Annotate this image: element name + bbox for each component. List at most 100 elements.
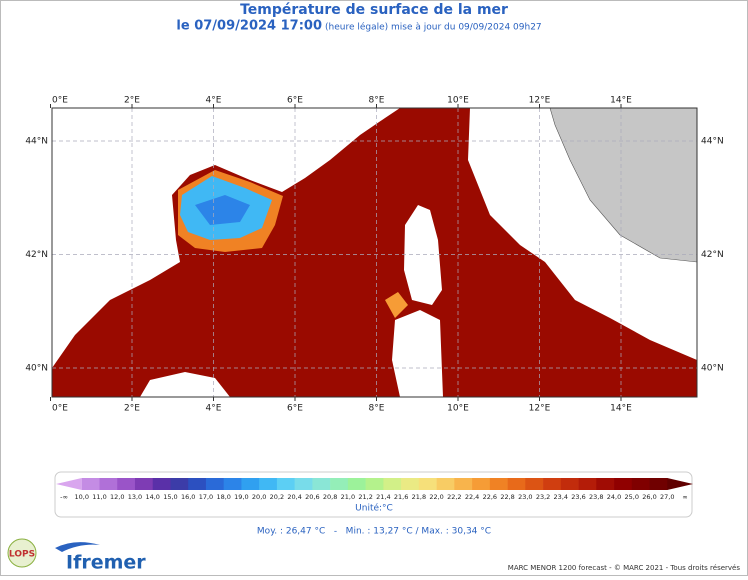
- colorbar-cell: [276, 478, 295, 490]
- bonifacio-front: [385, 292, 408, 318]
- lat-label-left: 42°N: [25, 250, 48, 260]
- colorbar-end: [667, 478, 693, 490]
- colorbar-label: 23,4: [554, 493, 568, 501]
- colorbar-cell: [436, 478, 455, 490]
- colorbar-label: 15,0: [163, 493, 177, 501]
- colorbar-label: 21,2: [358, 493, 372, 501]
- colorbar-label: 20,2: [270, 493, 284, 501]
- colorbar-cell: [543, 478, 562, 490]
- colorbar-label: 18,0: [216, 493, 230, 501]
- lops-text: LOPS: [9, 550, 35, 560]
- colorbar-label: 23,0: [518, 493, 532, 501]
- colorbar-cell: [99, 478, 118, 490]
- lat-label-left: 40°N: [25, 364, 48, 374]
- colorbar-label: 22,2: [447, 493, 461, 501]
- lon-label-bottom: 8°E: [369, 404, 385, 414]
- colorbar-cell: [365, 478, 384, 490]
- corsica-sardinia: [392, 205, 443, 397]
- lon-label-top: 10°E: [447, 96, 469, 106]
- map-border: [51, 107, 698, 398]
- colorbar-cell: [383, 478, 402, 490]
- colorbar-label: 27,0: [660, 493, 674, 501]
- lon-label-bottom: 14°E: [610, 404, 632, 414]
- ifremer-text: Ifremer: [66, 552, 146, 574]
- lon-label-top: 2°E: [124, 96, 140, 106]
- footer: MARC MENOR 1200 forecast - © MARC 2021 -…: [508, 564, 741, 572]
- title: Température de surface de la mer: [240, 2, 508, 18]
- colorbar-label: 23,2: [536, 493, 550, 501]
- lon-label-top: 12°E: [529, 96, 551, 106]
- colorbar-cell: [259, 478, 278, 490]
- colorbar-label: -∞: [60, 493, 68, 501]
- colorbar-end: [56, 478, 82, 490]
- colorbar-cell: [418, 478, 437, 490]
- colorbar-label: 16,0: [181, 493, 195, 501]
- lon-label-top: 14°E: [610, 96, 632, 106]
- balearic: [140, 372, 230, 397]
- date: le 07/09/2024 17:00: [176, 19, 322, 34]
- colorbar-cell: [489, 478, 508, 490]
- colorbar-cell: [170, 478, 189, 490]
- colorbar-cell: [631, 478, 650, 490]
- colorbar-label: 22,4: [465, 493, 479, 501]
- colorbar-label: 10,0: [75, 493, 89, 501]
- colorbar-label: 22,0: [429, 493, 443, 501]
- colorbar-cell: [347, 478, 366, 490]
- colorbar-label: 26,0: [642, 493, 656, 501]
- colorbar-cell: [472, 478, 491, 490]
- colorbar-cell: [330, 478, 349, 490]
- colorbar-cell: [241, 478, 260, 490]
- colorbar-label: 20,0: [252, 493, 266, 501]
- lon-label-bottom: 6°E: [287, 404, 303, 414]
- colorbar-cell: [560, 478, 579, 490]
- colorbar-cell: [578, 478, 597, 490]
- lon-label-bottom: 10°E: [447, 404, 469, 414]
- colorbar-cell: [152, 478, 171, 490]
- graticule: 0°E 0°E 2°E 2°E 4°E 4°E 6°E 6°E 8°E 8°E 10°E 10°E 12…: [25, 96, 723, 414]
- colorbar-label: 21,8: [412, 493, 426, 501]
- colorbar-label: 23,8: [589, 493, 603, 501]
- colorbar-cell: [525, 478, 544, 490]
- lon-label-bottom: 12°E: [529, 404, 551, 414]
- colorbar-cell: [205, 478, 224, 490]
- lon-label-top: 4°E: [206, 96, 222, 106]
- colorbar-cell: [294, 478, 313, 490]
- colorbar-label: 11,0: [92, 493, 106, 501]
- colorbar-cell: [312, 478, 331, 490]
- colorbar-label: 20,4: [287, 493, 301, 501]
- cold-core: [195, 195, 250, 225]
- colorbar-label: 24,0: [607, 493, 621, 501]
- colorbar-cell: [454, 478, 473, 490]
- map: [52, 108, 697, 397]
- lat-label-left: 44°N: [25, 137, 48, 147]
- colorbar-label: 19,0: [234, 493, 248, 501]
- colorbar-label: 20,8: [323, 493, 337, 501]
- colorbar-cell: [401, 478, 420, 490]
- italy: [549, 108, 697, 263]
- colorbar-cell: [614, 478, 633, 490]
- lat-label-right: 42°N: [701, 250, 724, 260]
- colorbar-label: 13,0: [128, 493, 142, 501]
- colorbar-label: 12,0: [110, 493, 124, 501]
- colorbar: -∞ 10,0 11,0 12,0 13,0 14,0 15,0 16,0 17,0 18,0 19…: [56, 478, 693, 501]
- stats: Moy. : 26,47 °C - Min. : 13,27 °C / Max.…: [257, 527, 491, 537]
- colorbar-cell: [507, 478, 526, 490]
- lon-label-bottom: 2°E: [124, 404, 140, 414]
- colorbar-cell: [596, 478, 615, 490]
- colorbar-cell: [223, 478, 242, 490]
- ifremer-mark: [55, 542, 100, 552]
- lops-logo: [7, 538, 37, 568]
- colorbar-label: ∞: [682, 493, 687, 501]
- lon-label-top: 8°E: [369, 96, 385, 106]
- colorbar-cell: [649, 478, 668, 490]
- lon-label-bottom: 4°E: [206, 404, 222, 414]
- colorbar-label: 22,6: [483, 493, 497, 501]
- lon-label-top: 0°E: [52, 96, 68, 106]
- colorbar-cell: [81, 478, 100, 490]
- colorbar-label: 22,8: [500, 493, 514, 501]
- lon-label-top: 6°E: [287, 96, 303, 106]
- colorbar-cell: [134, 478, 154, 490]
- lat-label-right: 40°N: [701, 364, 724, 374]
